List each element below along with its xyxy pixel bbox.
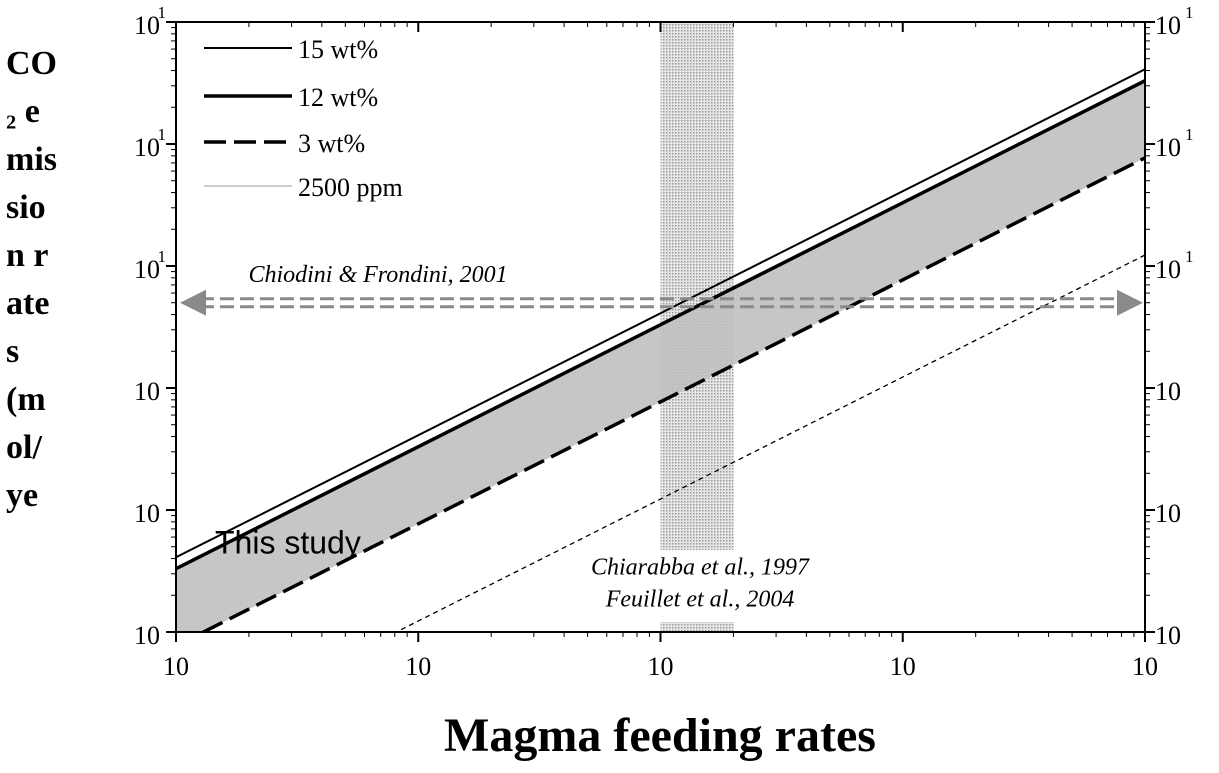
shaded-area bbox=[176, 80, 1145, 632]
series-line bbox=[199, 156, 1145, 632]
legend-label: 2500 ppm bbox=[298, 173, 403, 202]
y-tick-label: 10 bbox=[134, 499, 160, 528]
y-tick-label: 10 bbox=[1155, 377, 1181, 406]
annotation: This study bbox=[215, 524, 361, 560]
x-tick-label: 10 bbox=[405, 652, 431, 681]
y-tick-label: 10 bbox=[134, 255, 160, 284]
annotation: Feuillet et al., 2004 bbox=[605, 587, 795, 613]
series-line bbox=[176, 79, 1145, 571]
annotation: Chiarabba et al., 1997 bbox=[591, 555, 810, 581]
y-tick-sup: 1 bbox=[158, 3, 167, 22]
arrow-head bbox=[180, 289, 206, 316]
plot-area bbox=[176, 22, 1145, 632]
y-tick-sup: 1 bbox=[1185, 247, 1194, 266]
y-tick-label: 10 bbox=[134, 377, 160, 406]
legend-label: 15 wt% bbox=[298, 35, 378, 64]
y-tick-sup: 1 bbox=[158, 125, 167, 144]
x-tick-label: 10 bbox=[163, 652, 189, 681]
y-tick-label: 10 bbox=[134, 621, 160, 650]
y-tick-label: 10 bbox=[1155, 255, 1181, 284]
legend-label: 3 wt% bbox=[298, 129, 365, 158]
series-line bbox=[176, 68, 1145, 559]
y-tick-label: 10 bbox=[1155, 621, 1181, 650]
label-backing bbox=[560, 550, 840, 622]
y-tick-label: 10 bbox=[1155, 11, 1181, 40]
series-line bbox=[395, 254, 1145, 632]
y-tick-label: 10 bbox=[1155, 133, 1181, 162]
y-tick-label: 10 bbox=[1155, 499, 1181, 528]
x-tick-label: 10 bbox=[648, 652, 674, 681]
x-tick-label: 10 bbox=[890, 652, 916, 681]
y-axis-label: CO₂ emission rates (mol/ye bbox=[6, 45, 57, 514]
y-tick-label: 10 bbox=[134, 133, 160, 162]
legend-label: 12 wt% bbox=[298, 83, 378, 112]
x-axis-label: Magma feeding rates bbox=[444, 709, 876, 762]
arrow-head bbox=[1117, 289, 1143, 316]
x-tick-label: 10 bbox=[1132, 652, 1158, 681]
y-tick-sup: 1 bbox=[1185, 3, 1194, 22]
y-tick-label: 10 bbox=[134, 11, 160, 40]
y-tick-sup: 1 bbox=[158, 247, 167, 266]
y-tick-sup: 1 bbox=[1185, 125, 1194, 144]
annotation: Chiodini & Frondini, 2001 bbox=[248, 262, 507, 288]
